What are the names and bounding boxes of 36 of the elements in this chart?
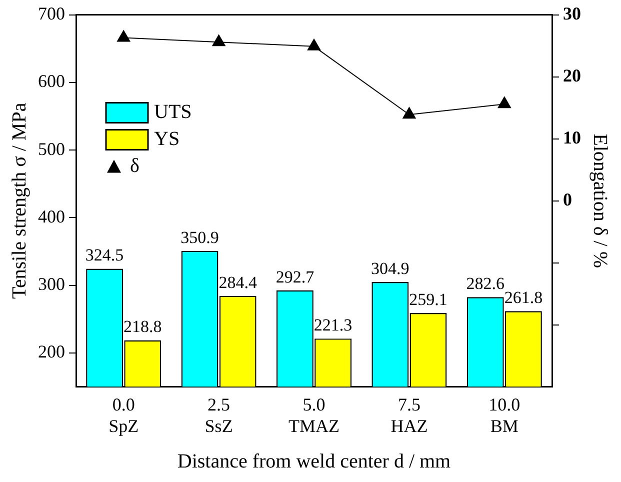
y-tick-label: 500	[38, 138, 65, 159]
data-label: 284.4	[218, 272, 258, 292]
data-label: 304.9	[371, 259, 410, 278]
y-tick-label: 400	[38, 206, 65, 226]
y-tick-label: 200	[38, 342, 65, 362]
point	[498, 96, 511, 108]
y-axis-title: Tensile strength σ / MPa	[8, 102, 30, 299]
y2-tick-label: 30	[563, 3, 581, 24]
y2-tick-label: 20	[563, 65, 581, 86]
data-label: 259.1	[409, 290, 448, 309]
point	[402, 107, 416, 119]
legend-label: δ	[130, 155, 140, 178]
data-label: 261.8	[504, 288, 543, 308]
data-label: 221.3	[314, 316, 352, 335]
x-tick-label: 7.5 HAZ	[390, 394, 428, 436]
x-axis-title: Distance from weld center d / mm	[177, 450, 452, 472]
legend-label: YS	[154, 128, 180, 150]
data-label: 324.5	[85, 246, 124, 265]
y-tick-label: 700	[38, 4, 65, 24]
legend-label: UTS	[154, 101, 192, 124]
point	[307, 38, 321, 50]
data-label: 292.7	[276, 267, 315, 286]
x-tick-label: 5.0 TMAZ	[288, 394, 340, 436]
x-tick-label: 0.0 SpZ	[108, 394, 139, 436]
y-tick-label: 300	[38, 274, 65, 294]
data-label: 282.6	[466, 274, 504, 294]
x-tick-label: 2.5 SsZ	[204, 394, 233, 436]
data-label: 350.9	[180, 228, 219, 247]
data-label: 218.8	[124, 317, 162, 336]
point	[117, 30, 130, 42]
y2-tick-label: 10	[563, 127, 581, 148]
y2-tick-label: 0	[563, 189, 572, 210]
x-tick-label: 10.0 BM	[488, 394, 520, 436]
y2-axis-title: Elongation δ / %	[588, 134, 611, 268]
point	[212, 34, 226, 46]
y-tick-label: 600	[38, 71, 65, 92]
